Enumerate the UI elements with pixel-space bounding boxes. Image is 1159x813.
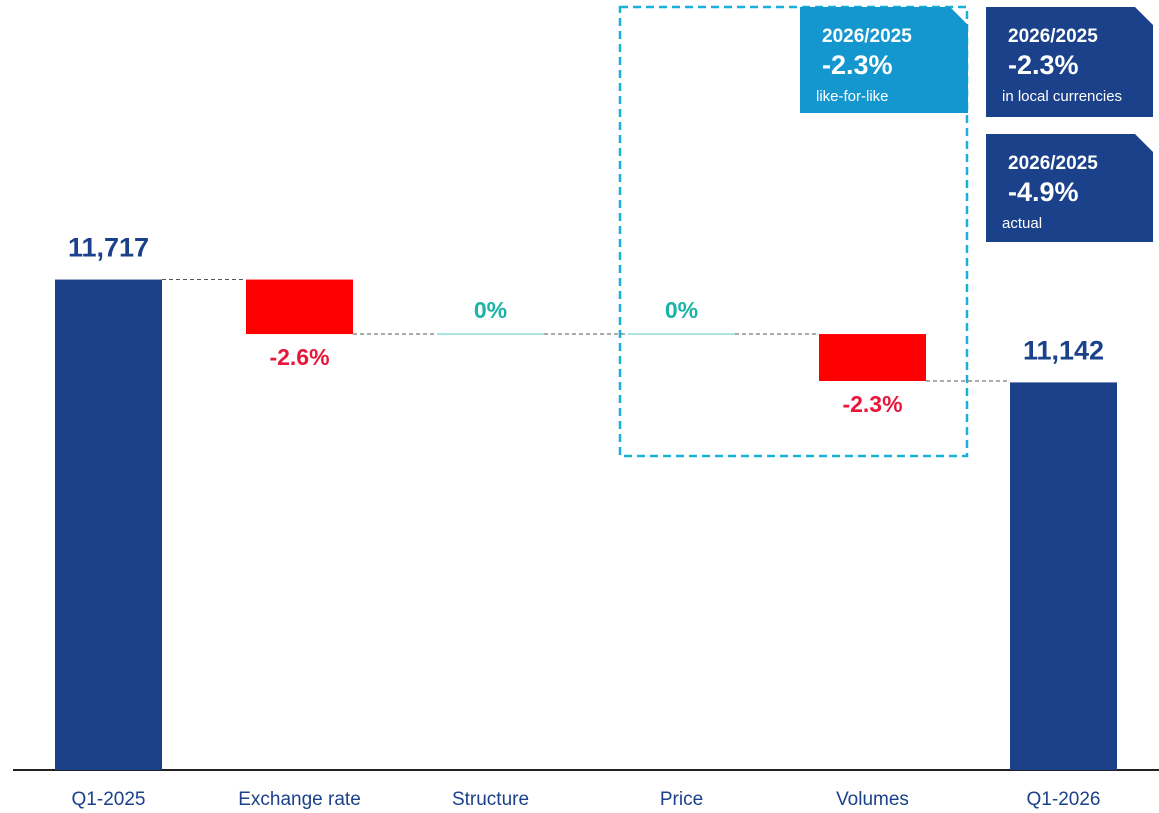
- bar: [819, 334, 926, 381]
- value-label: 11,142: [1023, 336, 1104, 366]
- value-label: 0%: [474, 297, 507, 323]
- x-tick-label: Q1-2026: [1027, 789, 1101, 810]
- x-tick-label: Exchange rate: [238, 789, 361, 810]
- x-tick-label: Structure: [452, 789, 529, 810]
- annotation-value: -4.9%: [1008, 177, 1079, 207]
- x-tick-label: Volumes: [836, 789, 909, 810]
- annotation-note: actual: [1002, 215, 1042, 232]
- annotation-value: -2.3%: [1008, 50, 1079, 80]
- annotation-heading: 2026/2025: [822, 26, 912, 47]
- annotation-box: [800, 7, 968, 113]
- annotation-box: [986, 134, 1153, 242]
- bar: [437, 333, 544, 335]
- value-label: 0%: [665, 297, 698, 323]
- x-tick-label: Q1-2025: [72, 789, 146, 810]
- value-label: -2.6%: [269, 344, 329, 370]
- highlight-box: [618, 5, 969, 458]
- bar: [628, 333, 735, 335]
- value-label: -2.3%: [842, 391, 902, 417]
- annotation-note: like-for-like: [816, 88, 889, 105]
- annotation-box: [986, 7, 1153, 117]
- value-label: 11,717: [68, 233, 149, 263]
- annotation-heading: 2026/2025: [1008, 26, 1098, 47]
- bar: [246, 279, 353, 335]
- bar: [55, 279, 162, 770]
- annotation-note: in local currencies: [1002, 88, 1122, 105]
- annotation-value: -2.3%: [822, 50, 893, 80]
- bar: [1010, 382, 1117, 770]
- annotation-heading: 2026/2025: [1008, 153, 1098, 174]
- x-tick-label: Price: [660, 789, 703, 810]
